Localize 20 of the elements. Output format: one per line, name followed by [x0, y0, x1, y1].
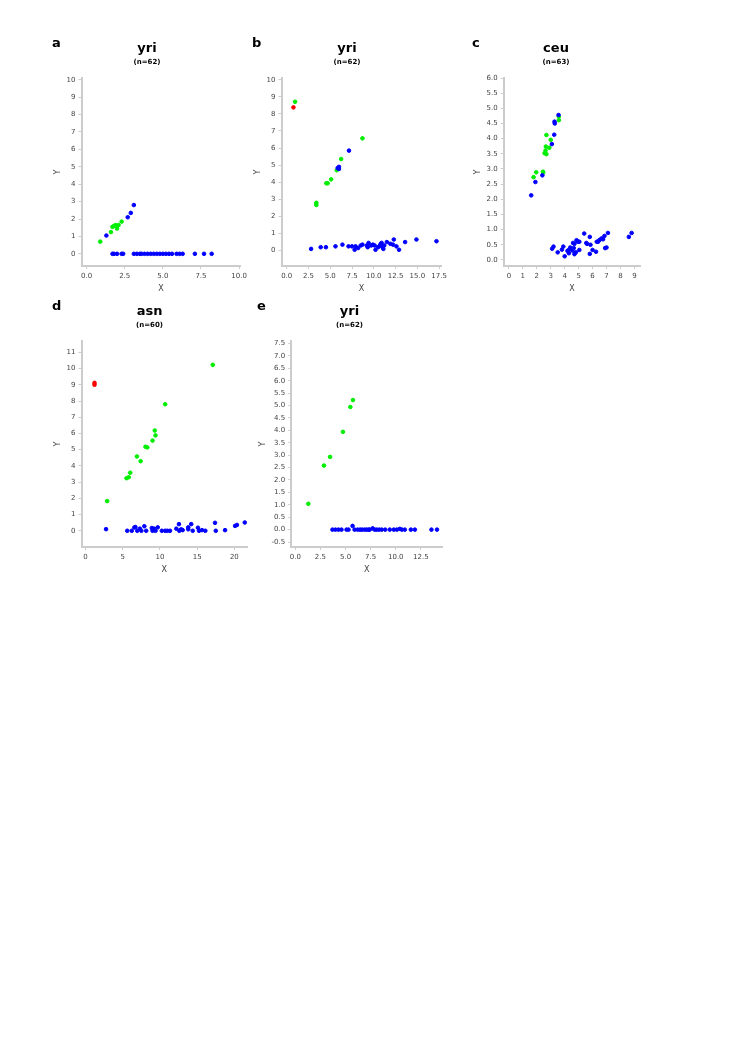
- x-axis-title: X: [358, 284, 365, 294]
- y-axis-title: Y: [252, 169, 262, 176]
- x-axis-title: X: [363, 565, 370, 575]
- y-axis-title: Y: [257, 441, 267, 448]
- chart-title: yri: [137, 40, 157, 56]
- text: e: [257, 298, 266, 313]
- text: a: [52, 35, 61, 50]
- y-axis-title: Y: [52, 169, 62, 176]
- x-axis-title: X: [569, 284, 576, 294]
- x-axis-title: X: [161, 565, 168, 575]
- text: d: [52, 298, 62, 313]
- chart-title: yri: [337, 40, 357, 56]
- chart-title: asn: [136, 303, 163, 319]
- chart-title: yri: [339, 303, 360, 319]
- text: c: [472, 35, 480, 50]
- text: b: [252, 35, 262, 50]
- x-axis-title: X: [158, 284, 165, 294]
- y-axis-title: Y: [52, 441, 62, 448]
- y-axis-title: Y: [472, 169, 482, 176]
- chart-title: ceu: [543, 40, 569, 56]
